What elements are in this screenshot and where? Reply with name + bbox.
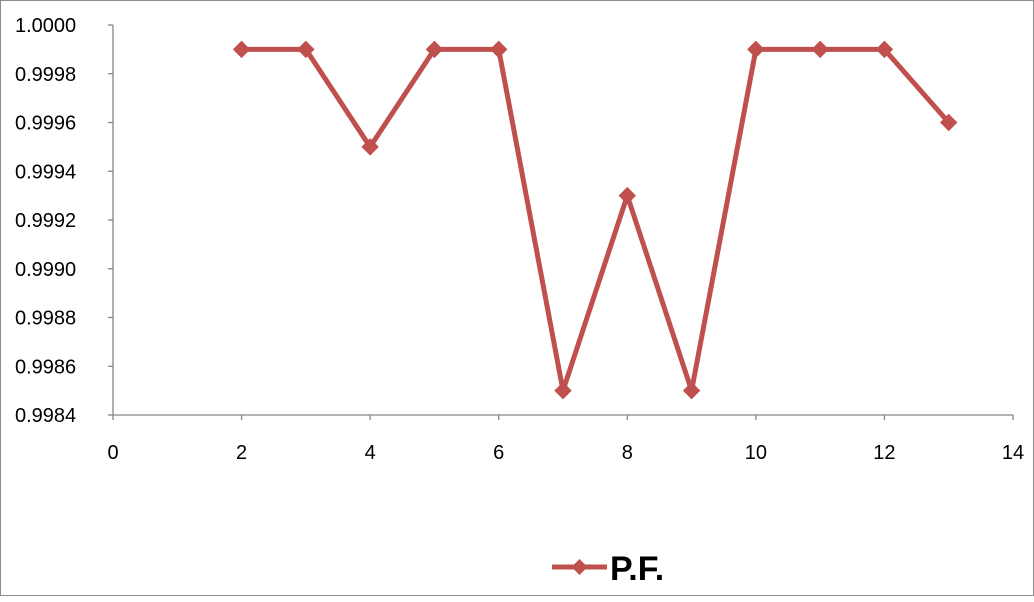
data-point-marker [297,40,315,59]
x-tick-label: 2 [236,442,247,464]
data-point-marker [618,186,636,205]
y-tick-label: 1.0000 [15,15,76,37]
legend-label: P.F. [610,550,664,588]
x-tick-label: 8 [622,442,633,464]
x-tick-label: 6 [493,442,504,464]
x-tick-label: 0 [107,442,118,464]
data-point-marker [875,40,894,59]
data-point-marker [682,381,701,400]
data-point-marker [554,381,572,400]
y-tick-label: 0.9998 [15,64,76,86]
legend: P.F. [552,550,664,588]
data-point-marker [232,40,251,59]
y-tick-label: 0.9984 [15,405,76,427]
x-tick-label: 14 [1002,442,1024,464]
axes [112,25,1013,416]
y-tick-label: 0.9994 [15,161,76,183]
legend-diamond-swatch [571,559,588,575]
series-line [241,46,951,394]
x-axis-ticks: 0 2 4 6 8 10 12 14 [107,415,1024,464]
y-tick-label: 0.9996 [15,113,76,135]
y-axis-ticks: 1.0000 0.9998 0.9996 0.9994 0.9992 0.9990 0.99… [15,15,113,427]
data-point-marker [361,138,379,156]
y-tick-label: 0.9990 [15,259,76,281]
data-point-marker [940,113,958,132]
y-tick-label: 0.9992 [15,210,76,232]
data-point-marker [490,40,508,59]
x-tick-label: 10 [745,442,767,464]
data-point-marker [811,40,829,59]
y-tick-label: 0.9988 [15,308,76,330]
y-tick-label: 0.9986 [15,356,76,378]
x-tick-label: 4 [365,442,376,464]
data-point-marker [425,40,444,59]
series-layer [232,40,958,400]
data-point-marker [747,40,765,59]
x-tick-label: 12 [873,442,895,464]
